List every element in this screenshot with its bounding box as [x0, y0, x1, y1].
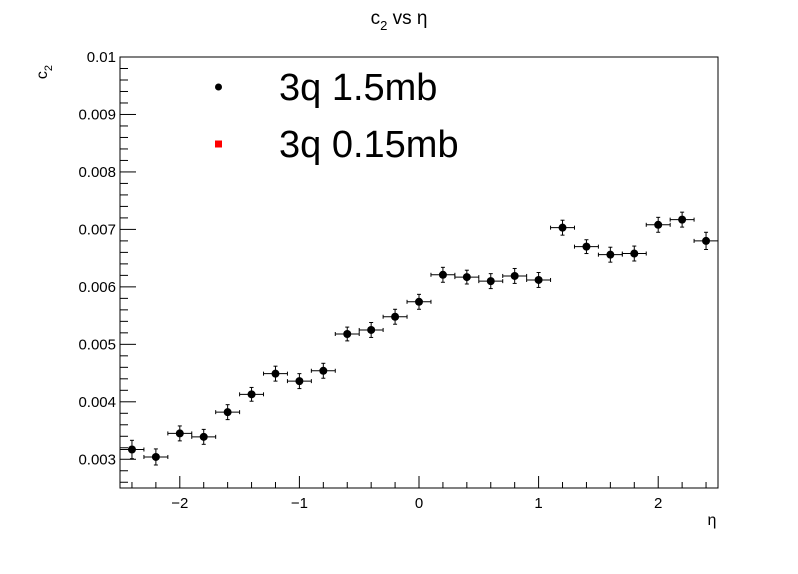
legend-marker [215, 140, 222, 148]
data-point [295, 377, 304, 386]
plot-frame [119, 56, 719, 489]
x-tick-label: −1 [291, 495, 308, 512]
data-point [510, 271, 519, 280]
data-point [630, 249, 639, 258]
y-tick-label: 0.007 [78, 221, 116, 238]
y-tick-label: 0.005 [78, 336, 116, 353]
data-point [702, 236, 711, 245]
y-tick-label: 0.003 [78, 451, 116, 468]
y-axis-title: c2 [34, 65, 55, 79]
chart-title-rest: vs η [387, 8, 427, 29]
legend: 3q 1.5mb 3q 0.15mb [215, 67, 459, 166]
y-tick-label: 0.01 [87, 49, 116, 66]
x-axis-title: η [708, 512, 717, 529]
chart-title-subscript: 2 [380, 18, 387, 33]
data-point [415, 297, 423, 306]
data-point [558, 223, 567, 232]
data-point [127, 445, 136, 454]
data-point [391, 312, 400, 321]
data-point [175, 429, 184, 438]
data-point [367, 325, 376, 334]
error-bar [550, 219, 575, 236]
y-tick-label: 0.008 [78, 164, 116, 181]
y-tick-label: 0.004 [78, 394, 116, 411]
y-tick-label: 0.006 [78, 279, 116, 296]
data-point [247, 390, 256, 399]
legend-label: 3q 0.15mb [279, 124, 459, 166]
chart-title-base: c [371, 8, 381, 29]
data-point [151, 452, 160, 461]
data-point [271, 369, 280, 378]
x-tick-label: −2 [171, 495, 188, 512]
chart-title: c2 vs η [371, 8, 428, 33]
y-axis-title-subscript: 2 [43, 65, 55, 71]
error-bars [119, 211, 719, 466]
data-point [654, 220, 663, 229]
data-point [534, 275, 543, 284]
legend-marker [215, 83, 222, 91]
data-point [606, 250, 615, 259]
data-point [199, 432, 208, 441]
data-point [678, 215, 687, 224]
y-axis-title-base: c [34, 71, 51, 79]
x-tick-label: 0 [415, 495, 423, 512]
legend-label: 3q 1.5mb [279, 67, 437, 109]
axis-ticks: 0.003 0.004 0.005 0.006 0.007 0.008 0.009 0.01 −… [78, 49, 707, 512]
data-point [223, 408, 232, 417]
data-point [582, 242, 591, 251]
data-point [486, 277, 495, 286]
x-tick-label: 1 [534, 495, 542, 512]
data-point [462, 273, 471, 282]
x-tick-label: 2 [654, 495, 662, 512]
data-points [127, 215, 711, 461]
data-point [438, 270, 447, 279]
y-tick-label: 0.009 [78, 106, 116, 123]
data-point [319, 366, 328, 375]
data-point [343, 329, 352, 338]
